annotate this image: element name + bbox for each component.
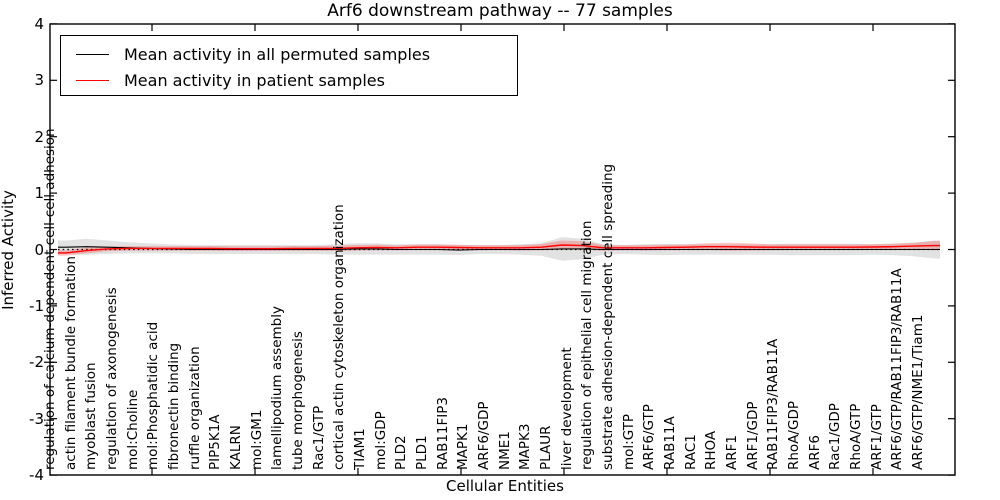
x-tick-label: PIP5K1A [207, 414, 224, 470]
x-tick-label: cortical actin cytoskeleton organization [331, 204, 348, 470]
x-tick-label: ARF1/GTP [868, 404, 885, 470]
x-tick-label: regulation of axonogenesis [104, 287, 120, 470]
x-tick-label: ARF6/GDP [476, 401, 492, 470]
y-tick-label: 4 [34, 15, 44, 33]
x-tick-label: ARF6/GTP [641, 404, 658, 470]
x-axis-label: Cellular Entities [446, 477, 564, 495]
y-tick-label: -3 [29, 410, 44, 428]
x-tick-label: RhoA/GTP [848, 403, 864, 470]
chart-title: Arf6 downstream pathway -- 77 samples [327, 1, 673, 21]
x-tick-label: KALRN [228, 425, 244, 470]
x-tick-label: mol:Choline [124, 389, 141, 470]
x-tick-label: mol:GTP [620, 413, 637, 470]
y-tick-label: -2 [29, 353, 44, 371]
y-tick-label: 1 [34, 184, 44, 202]
y-tick-label: 3 [34, 71, 44, 89]
x-tick-label: MAPK1 [455, 423, 472, 470]
patient-mean-line [58, 244, 940, 254]
x-tick-label: ARF6/GTP/NME1/Tiam1 [910, 314, 926, 470]
y-tick-label: -4 [29, 466, 44, 484]
x-tick-label: ARF6/GTP/RAB11FIP3/RAB11A [889, 268, 906, 470]
x-tick-label: MAPK3 [517, 423, 534, 470]
x-tick-label: RAC1 [682, 434, 699, 470]
x-tick-label: PLD2 [393, 435, 410, 470]
y-tick-label: 2 [34, 128, 44, 146]
x-tick-label: tube morphogenesis [290, 331, 306, 470]
x-tick-label: regulation of calcium-dependent cell-cel… [42, 128, 58, 470]
x-tick-label: NME1 [496, 431, 513, 470]
x-tick-label: lamellipodium assembly [269, 306, 286, 470]
x-tick-label: fibronectin binding [166, 342, 182, 470]
x-tick-label: ARF1/GDP [744, 401, 761, 470]
x-tick-label: PLD1 [414, 435, 430, 470]
x-tick-label: RAB11A [662, 416, 678, 470]
legend: Mean activity in all permuted samples Me… [60, 35, 518, 96]
x-tick-label: Rac1/GDP [827, 403, 844, 470]
red-line-swatch [76, 79, 109, 81]
permuted-mean-line [58, 246, 940, 251]
x-tick-label: ARF6 [806, 435, 823, 470]
x-tick-label: myoblast fusion [83, 362, 100, 470]
legend-item-permuted: Mean activity in all permuted samples [61, 41, 430, 67]
legend-label-permuted: Mean activity in all permuted samples [124, 44, 431, 64]
x-tick-label: mol:Phosphatidic acid [145, 321, 162, 470]
x-tick-label: RAB11FIP3 [434, 397, 451, 470]
x-tick-label: substrate adhesion-dependent cell spread… [600, 163, 616, 470]
x-tick-label: PLAUR [538, 425, 554, 470]
legend-item-patient: Mean activity in patient samples [61, 67, 385, 93]
x-tick-label: RAB11FIP3/RAB11A [765, 338, 782, 470]
x-tick-label: Rac1/GTP [310, 405, 327, 470]
legend-label-patient: Mean activity in patient samples [124, 70, 385, 90]
x-tick-label: RHOA [703, 430, 720, 470]
x-tick-label: regulation of epithelial cell migration [579, 220, 596, 470]
y-tick-label: -1 [29, 297, 44, 315]
black-line-swatch [76, 53, 109, 55]
x-tick-label: TIAM1 [352, 428, 368, 470]
x-tick-label: liver development [558, 347, 575, 470]
x-tick-label: mol:GM1 [248, 409, 265, 470]
x-tick-label: ruffle organization [186, 346, 203, 470]
x-tick-label: ARF1 [724, 435, 740, 470]
x-tick-label: actin filament bundle formation [62, 256, 79, 470]
y-tick-label: 0 [34, 241, 44, 259]
x-tick-label: RhoA/GDP [786, 401, 802, 470]
x-tick-label: mol:GDP [372, 411, 389, 470]
